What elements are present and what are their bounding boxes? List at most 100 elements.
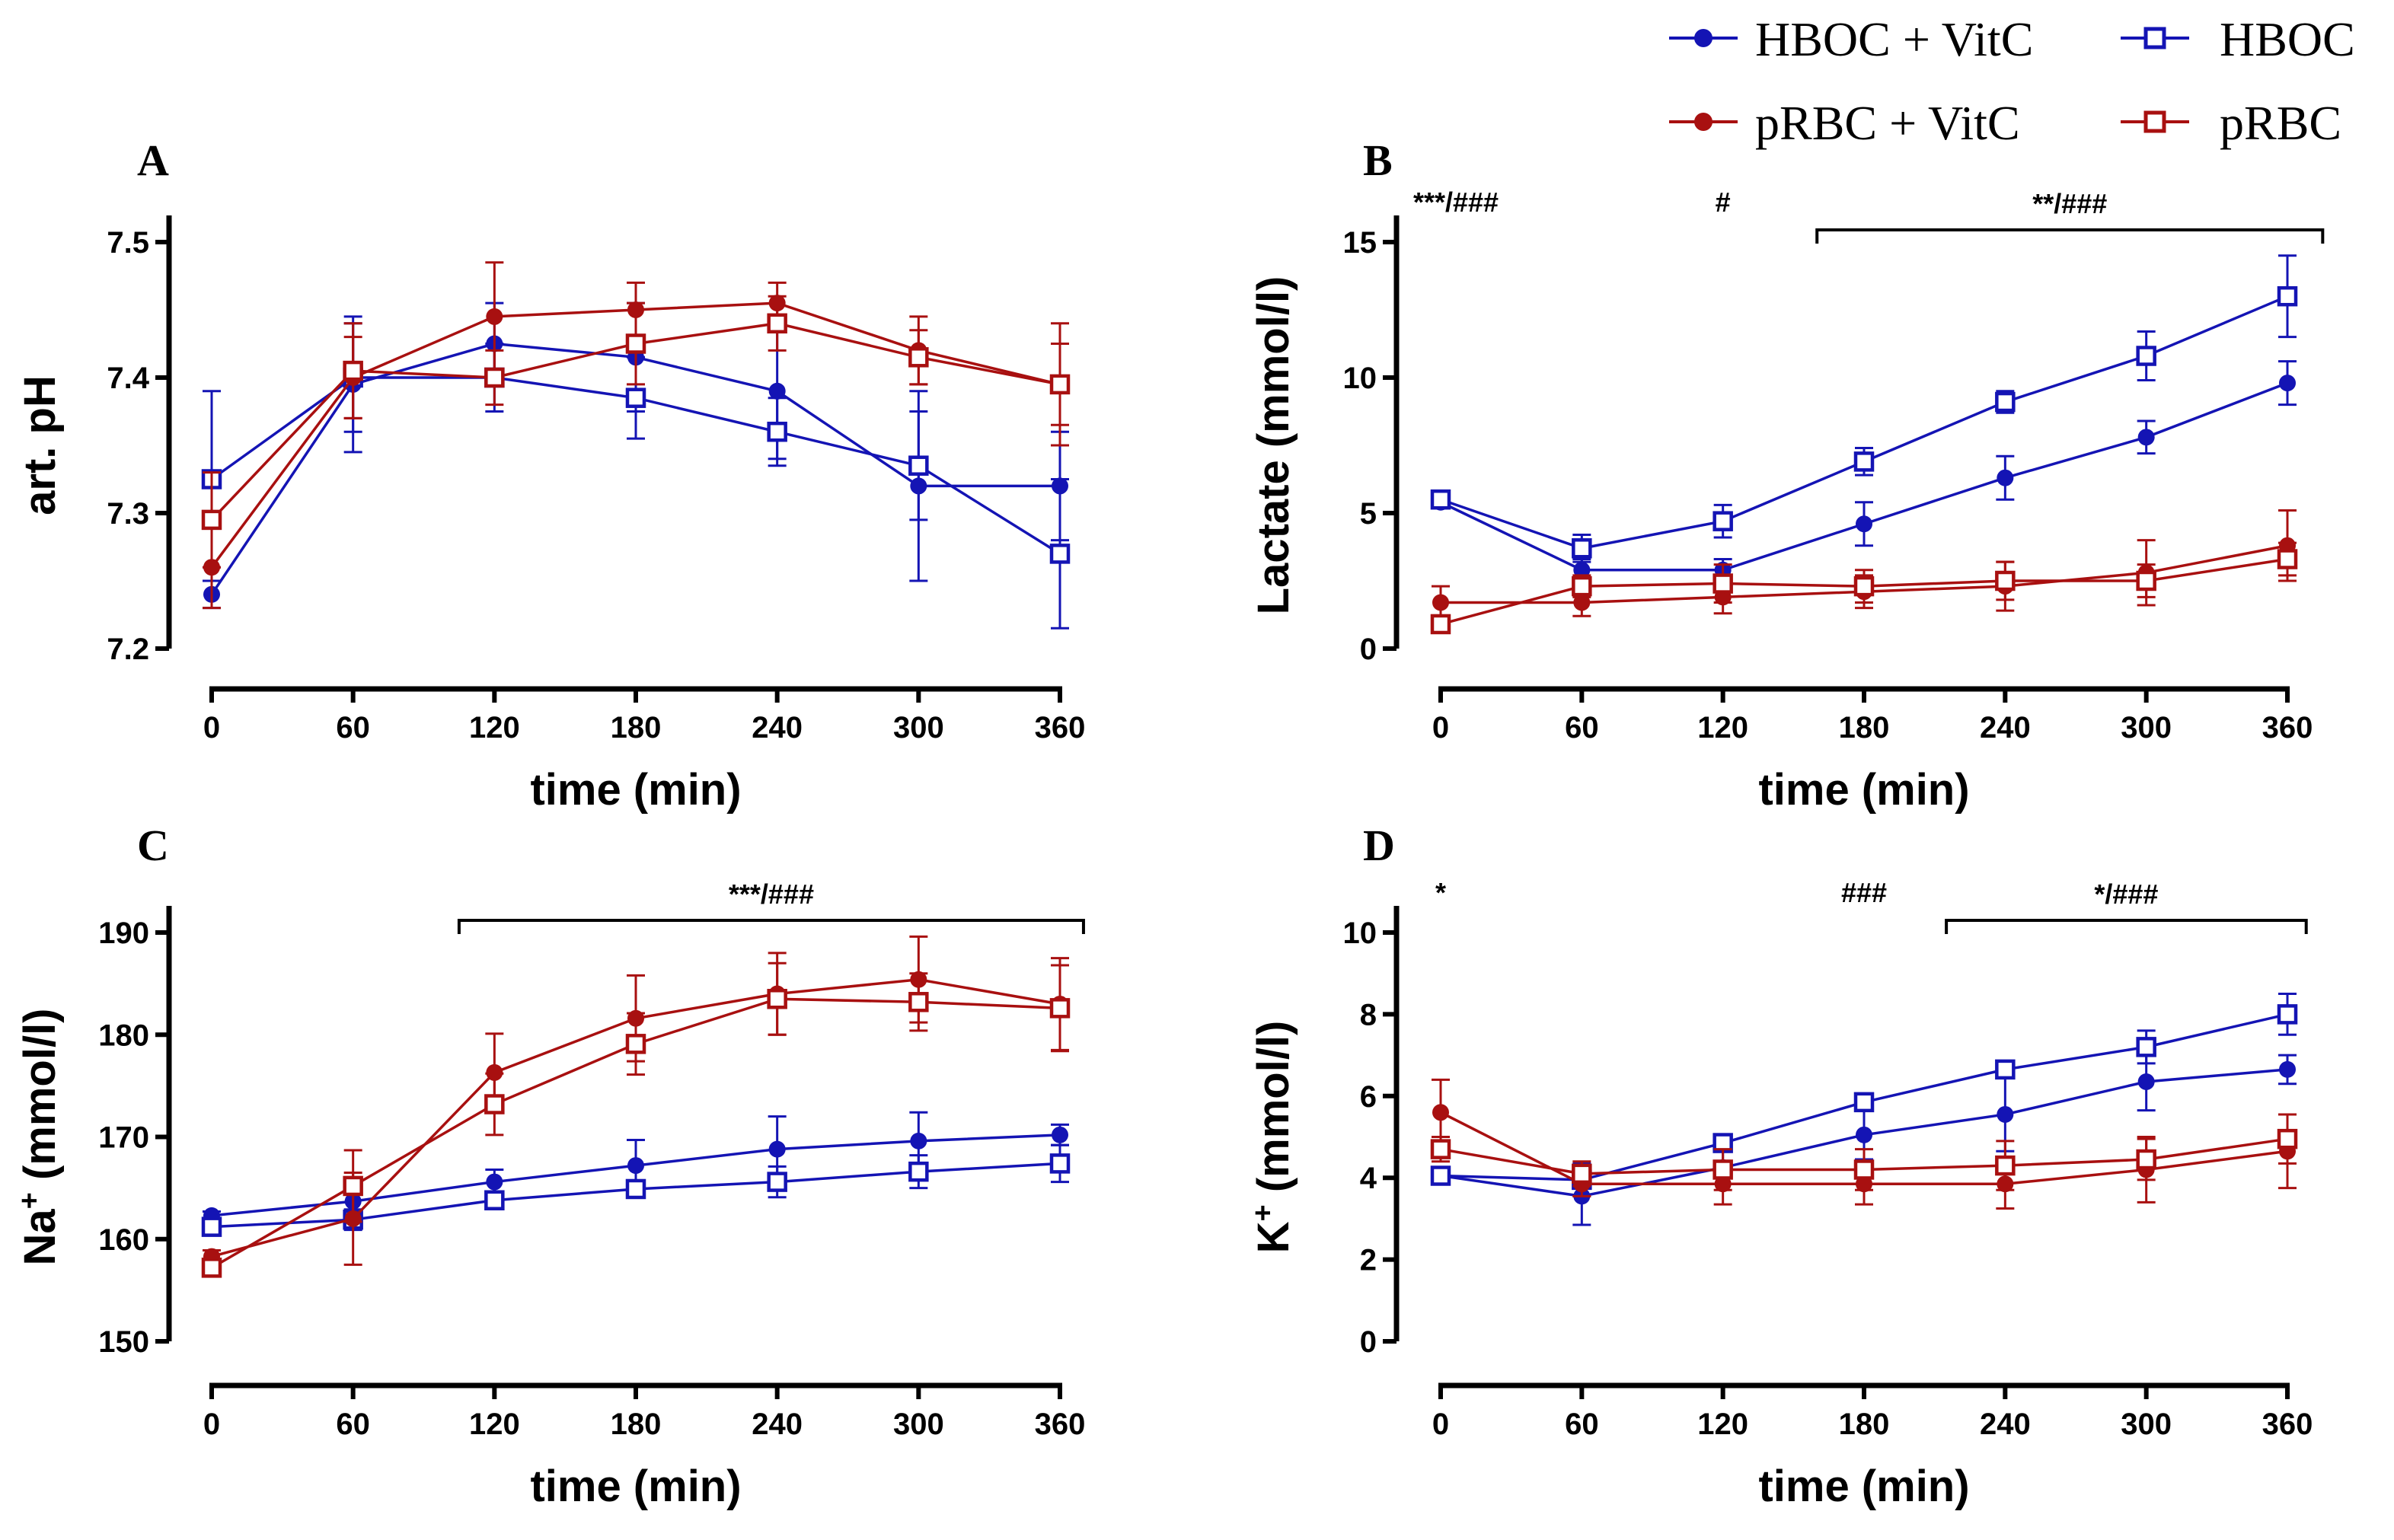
data-point xyxy=(1713,573,1733,594)
legend-item-hboc: HBOC xyxy=(2121,12,2355,66)
x-tick-label: 0 xyxy=(1432,1408,1449,1441)
data-point xyxy=(486,308,503,325)
y-tick-label: 0 xyxy=(1360,1325,1377,1359)
significance-bracket xyxy=(1945,919,2308,934)
data-point xyxy=(343,360,363,381)
data-point xyxy=(1853,1159,1875,1180)
x-axis-title: time (min) xyxy=(530,1462,741,1511)
series-prbc xyxy=(201,295,1071,569)
x-tick-label: 300 xyxy=(893,711,944,744)
x-tick-label: 240 xyxy=(752,711,803,744)
data-point xyxy=(2277,549,2298,569)
data-point xyxy=(2279,1060,2296,1078)
data-point xyxy=(1049,374,1071,395)
x-tick-label: 180 xyxy=(1839,1408,1890,1441)
data-point xyxy=(2136,1149,2156,1170)
x-axis-title: time (min) xyxy=(530,765,741,815)
data-point xyxy=(908,1161,929,1182)
data-point xyxy=(1430,1165,1451,1186)
series-hboc-vitc xyxy=(1432,360,2297,582)
data-point xyxy=(1856,1126,1872,1143)
x-tick-label: 360 xyxy=(1035,1408,1086,1441)
series-prbc-vitc xyxy=(203,935,1069,1266)
significance-label: ### xyxy=(1841,877,1887,908)
data-point xyxy=(2137,429,2155,446)
x-tick-label: 360 xyxy=(1035,711,1086,744)
x-tick-label: 120 xyxy=(1697,1408,1748,1441)
data-point xyxy=(1430,614,1451,635)
data-point xyxy=(768,382,786,400)
legend-item-prbc: pRBC xyxy=(2121,96,2341,150)
x-axis-title: time (min) xyxy=(1758,1462,1969,1511)
x-tick-label: 0 xyxy=(203,1408,220,1441)
data-point xyxy=(908,992,929,1012)
x-tick-label: 300 xyxy=(893,1408,944,1441)
y-axis-title: Lactate (mmol/l) xyxy=(1249,276,1298,615)
data-point xyxy=(1995,391,2016,413)
y-tick-label: 7.3 xyxy=(107,497,149,531)
y-tick-label: 7.5 xyxy=(107,226,149,260)
panel-letter: A xyxy=(137,136,169,185)
x-tick-label: 180 xyxy=(611,711,662,744)
panel-b: B 0 5 10 15 0 60 120 180 240 300 360 time (min) Lacta… xyxy=(1249,136,2325,815)
y-tick-label: 0 xyxy=(1360,633,1377,666)
y-tick-label: 6 xyxy=(1360,1080,1377,1114)
data-point xyxy=(1713,1159,1733,1180)
legend-item-hboc-vitc: HBOC + VitC xyxy=(1669,12,2033,66)
y-axis-title: K+ (mmol/l) xyxy=(1247,1021,1298,1254)
legend-item-prbc-vitc: pRBC + VitC xyxy=(1669,96,2020,150)
y-tick-label: 10 xyxy=(1343,362,1377,395)
data-point xyxy=(1049,544,1071,564)
data-point xyxy=(1856,515,1872,533)
significance-label: ***/### xyxy=(729,878,814,910)
data-point xyxy=(2136,570,2156,591)
series-prbc xyxy=(201,961,1071,1278)
y-tick-label: 5 xyxy=(1360,497,1377,531)
data-point xyxy=(201,509,222,531)
y-tick-label: 4 xyxy=(1360,1162,1377,1195)
data-point xyxy=(2277,285,2298,307)
panel-a: A 7.2 7.3 7.4 7.5 0 60 120 180 240 300 360 time (min… xyxy=(15,136,1085,815)
data-point xyxy=(908,347,929,368)
x-tick-label: 60 xyxy=(336,711,370,744)
data-point xyxy=(484,1094,505,1114)
data-point xyxy=(486,1173,503,1191)
data-point xyxy=(1853,1092,1875,1113)
data-point xyxy=(1572,1163,1592,1184)
x-tick-label: 120 xyxy=(469,711,520,744)
x-tick-label: 120 xyxy=(1697,711,1748,744)
data-point xyxy=(625,387,646,408)
data-point xyxy=(1995,1155,2016,1176)
data-point xyxy=(767,313,787,334)
legend-label: pRBC xyxy=(2220,96,2341,150)
significance-label: **/### xyxy=(2032,188,2107,219)
significance-label: */### xyxy=(2094,878,2158,910)
data-point xyxy=(1573,561,1591,579)
panel-letter: B xyxy=(1363,136,1393,185)
legend-marker xyxy=(1694,29,1713,47)
data-point xyxy=(1853,451,1875,472)
data-point xyxy=(627,1157,644,1175)
significance-label: * xyxy=(1435,877,1446,908)
panel-d: D 0 2 4 6 8 10 0 60 120 180 240 300 360 time (min) K+ (… xyxy=(1247,821,2313,1511)
data-point xyxy=(767,421,787,442)
significance-bracket xyxy=(1815,228,2325,244)
data-point xyxy=(484,1190,505,1210)
x-tick-label: 180 xyxy=(611,1408,662,1441)
x-tick-label: 60 xyxy=(1565,1408,1599,1441)
x-tick-label: 240 xyxy=(1980,711,2031,744)
x-tick-label: 0 xyxy=(203,711,220,744)
x-tick-label: 300 xyxy=(2121,1408,2172,1441)
data-point xyxy=(1052,1126,1068,1143)
x-tick-label: 0 xyxy=(1432,711,1449,744)
data-point xyxy=(625,1178,646,1200)
y-tick-label: 190 xyxy=(98,917,149,950)
data-point xyxy=(2137,1073,2155,1091)
data-point xyxy=(1713,511,1733,531)
y-tick-label: 170 xyxy=(98,1121,149,1155)
data-point xyxy=(1997,469,2014,486)
y-tick-label: 7.4 xyxy=(107,362,149,395)
data-point xyxy=(343,1175,363,1197)
y-axis-title: Na+ (mmol/l) xyxy=(14,1008,65,1265)
data-point xyxy=(1432,594,1449,611)
